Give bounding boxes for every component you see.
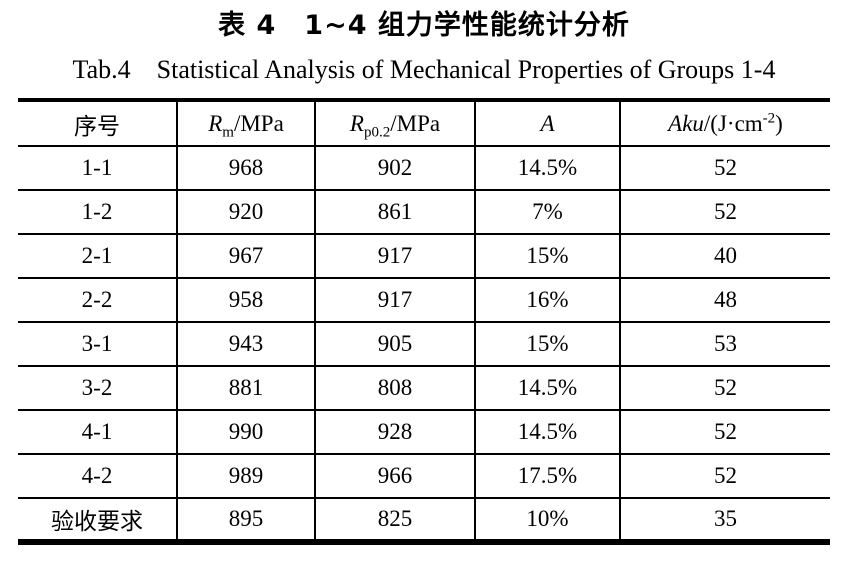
cell-serial: 3-1 (18, 322, 177, 367)
cell-rp02: 861 (314, 190, 475, 235)
header-row: 序号 Rm/MPa Rp0.2/MPa A Aku/(J·cm-2) (18, 100, 830, 147)
table-title-english: Tab.4 Statistical Analysis of Mechanical… (72, 55, 776, 84)
header-cell-rp02: Rp0.2/MPa (314, 100, 475, 147)
cell-serial: 1-1 (18, 146, 177, 191)
header-unit: /MPa (390, 110, 441, 136)
cell-aku: 52 (619, 190, 830, 235)
table-row: 3-1 943 905 15% 53 (18, 322, 830, 367)
cell-elongation: 14.5% (474, 146, 620, 191)
cell-aku: 52 (619, 410, 830, 455)
cell-rp02: 905 (314, 322, 475, 367)
cell-serial: 2-2 (18, 278, 177, 323)
table-title-chinese: 表 4 1~4 组力学性能统计分析 (218, 10, 630, 41)
header-symbol: Aku (668, 110, 704, 136)
table-row: 3-2 881 808 14.5% 52 (18, 366, 830, 411)
cell-aku: 52 (619, 146, 830, 191)
header-symbol: R (349, 110, 364, 136)
header-unit-close: ) (775, 110, 783, 136)
cell-rm: 958 (176, 278, 315, 323)
table-row: 1-1 968 902 14.5% 52 (18, 146, 830, 191)
cell-serial: 4-1 (18, 410, 177, 455)
cell-rm: 990 (176, 410, 315, 455)
cell-rm: 968 (176, 146, 315, 191)
cell-rm: 989 (176, 454, 315, 499)
cell-aku: 52 (619, 454, 830, 499)
cell-serial: 4-2 (18, 454, 177, 499)
cell-elongation: 15% (474, 322, 620, 367)
header-subscript: m (222, 124, 234, 141)
cell-serial: 验收要求 (51, 509, 143, 534)
table-row: 4-1 990 928 14.5% 52 (18, 410, 830, 455)
cell-elongation: 7% (474, 190, 620, 235)
cell-elongation: 16% (474, 278, 620, 323)
cell-rp02: 917 (314, 234, 475, 279)
cell-elongation: 17.5% (474, 454, 620, 499)
cell-rm: 881 (176, 366, 315, 411)
mechanical-properties-table: 序号 Rm/MPa Rp0.2/MPa A Aku/(J·cm-2) 1-1 (18, 98, 830, 545)
header-symbol: R (208, 110, 223, 136)
table-row: 2-1 967 917 15% 40 (18, 234, 830, 279)
header-cell-aku: Aku/(J·cm-2) (619, 100, 830, 147)
cell-elongation: 15% (474, 234, 620, 279)
cell-aku: 35 (619, 498, 830, 542)
cell-rm: 967 (176, 234, 315, 279)
table-row: 4-2 989 966 17.5% 52 (18, 454, 830, 499)
header-symbol: A (540, 110, 555, 136)
cell-rm: 920 (176, 190, 315, 235)
cell-serial: 2-1 (18, 234, 177, 279)
cell-serial: 1-2 (18, 190, 177, 235)
cell-rp02: 917 (314, 278, 475, 323)
cell-rm: 895 (176, 498, 315, 542)
header-cell-serial-number: 序号 (18, 100, 177, 147)
cell-rp02: 902 (314, 146, 475, 191)
header-superscript: -2 (762, 109, 776, 126)
table-row: 1-2 920 861 7% 52 (18, 190, 830, 235)
cell-elongation: 14.5% (474, 366, 620, 411)
cell-elongation: 10% (474, 498, 620, 542)
cell-aku: 53 (619, 322, 830, 367)
table-row: 2-2 958 917 16% 48 (18, 278, 830, 323)
header-subscript: p0.2 (363, 124, 391, 141)
header-unit: /(J·cm (703, 110, 763, 136)
cell-rp02: 808 (314, 366, 475, 411)
cell-rp02: 928 (314, 410, 475, 455)
header-label: 序号 (74, 113, 120, 139)
cell-rp02: 825 (314, 498, 475, 542)
header-cell-rm: Rm/MPa (176, 100, 315, 147)
cell-aku: 48 (619, 278, 830, 323)
cell-aku: 40 (619, 234, 830, 279)
table-row-acceptance-requirements: 验收要求 895 825 10% 35 (18, 498, 830, 542)
header-unit: /MPa (233, 110, 284, 136)
cell-aku: 52 (619, 366, 830, 411)
cell-elongation: 14.5% (474, 410, 620, 455)
cell-serial: 3-2 (18, 366, 177, 411)
cell-rp02: 966 (314, 454, 475, 499)
cell-rm: 943 (176, 322, 315, 367)
header-cell-elongation: A (474, 100, 620, 147)
